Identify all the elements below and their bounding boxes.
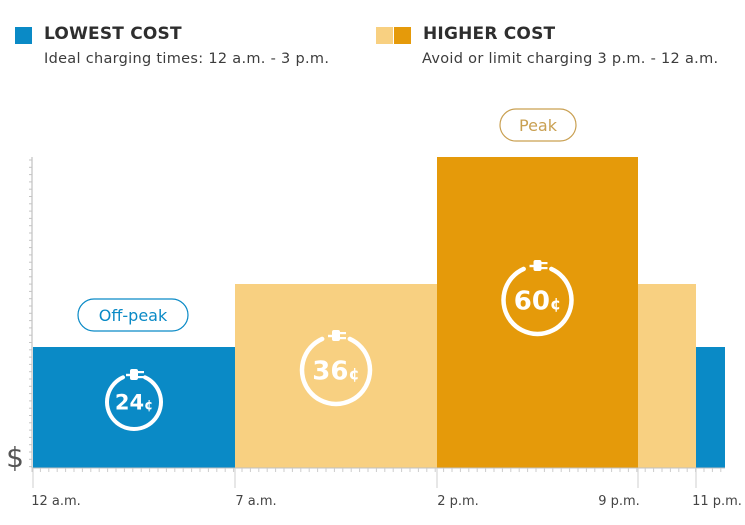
legend-higher-description: Avoid or limit charging 3 p.m. - 12 a.m. [422,51,719,67]
x-tick-label: 7 a.m. [235,494,276,509]
price-label: 60¢ [514,286,561,316]
pill-label-off-peak: Off-peak [99,306,168,325]
pill-peak [499,108,577,142]
plug-prong [340,332,346,335]
legend-higher-title: HIGHER COST [423,24,556,44]
x-tick-label: 2 p.m. [437,494,479,509]
price-unit: ¢ [550,294,561,313]
pill-label-peak: Peak [519,116,558,135]
bar-mid-peak [638,284,696,468]
price-value: 24 [115,391,144,415]
legend-swatch-blue [15,27,32,44]
plug-icon [529,260,548,271]
charge-ring-icon [105,375,163,431]
plug-cord [126,373,131,377]
price-label: 36¢ [312,356,359,386]
charge-ring-icon [501,266,574,337]
price-label: 24¢ [115,391,153,415]
price-value: 60 [514,286,550,316]
price-unit: ¢ [348,364,359,383]
x-tick-label: 11 p.m. [692,494,742,509]
plug-icon [126,369,144,380]
price-value: 36 [312,356,348,386]
x-tick-label: 12 a.m. [31,494,81,509]
plug-cord [328,334,333,338]
plug-body [533,260,542,271]
price-badge: 36¢ [299,330,373,407]
legend-swatch-dark-orange [394,27,411,44]
legend-swatch-light-orange [376,27,393,44]
legend-lowest-description: Ideal charging times: 12 a.m. - 3 p.m. [44,51,330,67]
charge-ring-icon [299,336,373,407]
plug-prong [138,371,144,374]
plug-prong [340,337,346,340]
plug-prong [541,267,548,270]
price-badge: 60¢ [501,260,574,337]
bar-off-peak [696,347,725,468]
plug-icon [328,330,346,341]
legend-lowest-title: LOWEST COST [44,24,182,44]
plug-prong [138,376,144,379]
y-axis-label: $ [6,441,24,474]
bar-peak [437,157,638,468]
price-badge: 24¢ [105,369,163,431]
bar-off-peak [33,347,235,468]
plug-body [130,369,138,380]
plug-body [332,330,340,341]
bar-mid-peak [235,284,437,468]
pill-off-peak [77,298,189,332]
plug-cord [529,264,535,268]
plug-prong [541,262,548,265]
price-unit: ¢ [144,399,153,414]
x-tick-label: 9 p.m. [598,494,640,509]
